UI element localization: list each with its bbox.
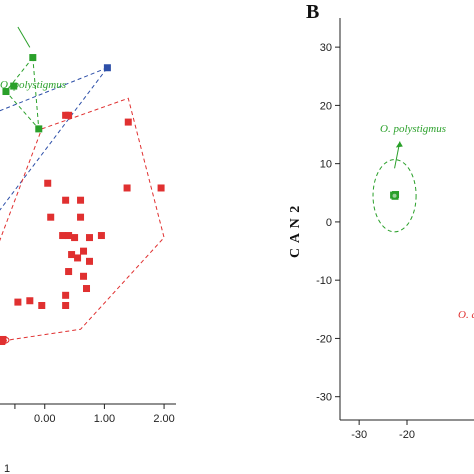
panel-a-point-series-2 [65, 111, 73, 119]
panel-b-letter: B [306, 1, 319, 23]
panel-b-y-tick-label: -30 [316, 392, 332, 404]
panel-a-point-series-2 [0, 338, 6, 346]
panel-a-point-series-2 [80, 272, 88, 280]
panel-a-point-series-2 [157, 184, 165, 192]
panel-a-scatter: 0.00 1.00 2.00 O. polystigmus [0, 26, 176, 425]
panel-a-point-series-0 [35, 125, 43, 133]
panel-a-annotation-arrow [17, 26, 31, 48]
panel-b-y-tick-label: 30 [320, 42, 332, 54]
panel-a-x-tick-label: 0.00 [34, 413, 55, 425]
panel-b-y-tick-label: -20 [316, 333, 332, 345]
panel-a-point-series-2 [62, 196, 70, 204]
panel-a-point-series-2 [85, 234, 93, 242]
panel-a-x-tick-label: 1.00 [94, 413, 115, 425]
panel-b-y-tick-label: 10 [320, 159, 332, 171]
panel-a-point-series-2 [71, 234, 79, 242]
panel-a-point-series-2 [38, 302, 46, 309]
panel-a-x-tick-label: 2.00 [153, 413, 174, 425]
panel-a-point-series-2 [83, 285, 91, 293]
panel-a-point-series-2 [14, 298, 22, 306]
panel-a-point-series-0 [29, 54, 37, 62]
panel-a-x-axis-label-partial: 1 [4, 463, 10, 474]
panel-a-point-series-2 [44, 179, 52, 187]
panel-b-y-axis-title: C A N 2 [288, 205, 303, 258]
panel-a-point-series-2 [47, 213, 55, 221]
panel-a-point-series-2 [65, 232, 73, 240]
panel-b-y-tick-label: 20 [320, 100, 332, 112]
panel-a-point-series-2 [77, 196, 85, 204]
panel-b-scatter: 30 20 10 0 -10 -20 -30 -30 -20 O. polystigmus O. a [316, 18, 474, 441]
panel-a-point-series-2 [123, 184, 131, 192]
panel-a-hull-2 [0, 97, 165, 343]
panel-a-point-series-2 [77, 213, 85, 221]
panel-b-annotation-green: O. polystigmus [380, 123, 446, 135]
panel-a-point-series-2 [65, 268, 73, 276]
panel-a-point-series-0 [2, 88, 10, 96]
panel-a-hull-0 [5, 57, 40, 131]
panel-a-point-series-2 [80, 247, 88, 255]
panel-b-x-tick-label: -20 [399, 429, 415, 441]
panel-b-confidence-ellipse [372, 159, 417, 233]
panel-a-point-series-2 [26, 297, 34, 305]
panel-b-y-tick-label: 0 [326, 217, 332, 229]
panel-a-point-series-2 [62, 291, 70, 299]
panel-a-small-outline [0, 336, 10, 345]
panel-a-point-series-2 [68, 251, 76, 259]
panel-b-centroid [392, 193, 397, 198]
panel-b-x-tick-label: -30 [351, 429, 367, 441]
panel-a-hull-1 [0, 67, 108, 211]
panel-a-annotation: O. polystigmus [0, 79, 66, 91]
panel-b-y-tick-label: -10 [316, 275, 332, 287]
panel-a-point-series-1 [103, 64, 111, 72]
panel-a-point-series-2 [59, 232, 67, 240]
panel-b-annotation-red: O. a [458, 309, 474, 321]
panel-a-point-series-2 [62, 302, 70, 309]
panel-a-point-series-2 [124, 118, 132, 126]
panel-b-arrow-head [395, 141, 403, 148]
panel-a-point-series-2 [74, 254, 82, 262]
panel-a-point-series-0 [10, 82, 18, 90]
panel-a-point-series-2 [97, 232, 105, 240]
panel-a-point-series-2 [85, 257, 93, 265]
